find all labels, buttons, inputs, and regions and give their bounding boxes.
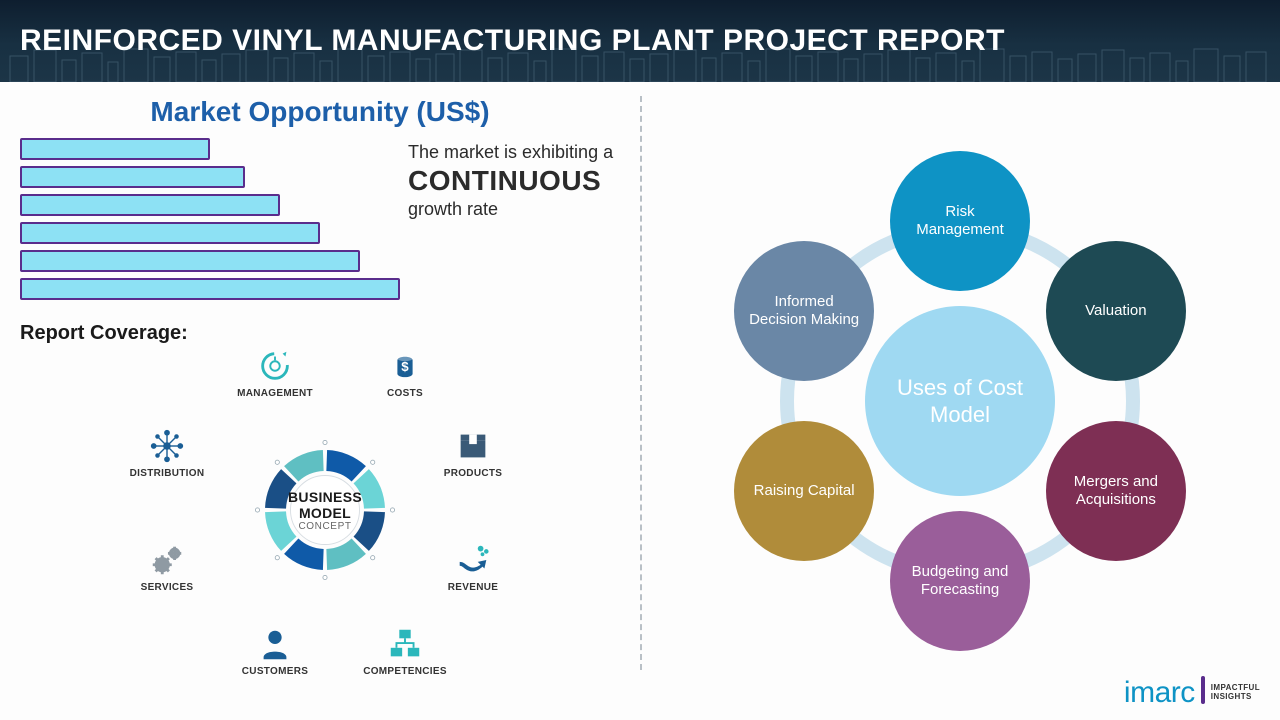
header: REINFORCED VINYL MANUFACTURING PLANT PRO…: [0, 0, 1280, 82]
logo-tag-2: INSIGHTS: [1211, 693, 1260, 702]
right-panel: Uses of Cost Model Risk ManagementValuat…: [640, 82, 1280, 720]
market-block: The market is exhibiting a CONTINUOUS gr…: [20, 138, 620, 306]
bm-node-costs: $ COSTS: [350, 347, 460, 399]
radial-node: Raising Capital: [734, 421, 874, 561]
customers-icon: [256, 625, 294, 663]
costs-icon: $: [386, 347, 424, 385]
products-icon: [454, 427, 492, 465]
market-bar: [20, 278, 400, 300]
svg-text:$: $: [401, 359, 409, 374]
bm-node-label: COMPETENCIES: [350, 666, 460, 677]
bm-node-products: PRODUCTS: [418, 427, 528, 479]
market-opportunity-title: Market Opportunity (US$): [20, 96, 620, 128]
radial-center-label: Uses of Cost Model: [875, 374, 1045, 429]
bm-node-customers: CUSTOMERS: [220, 625, 330, 677]
market-bar: [20, 250, 360, 272]
report-coverage-label: Report Coverage:: [20, 322, 620, 345]
bm-node-label: MANAGEMENT: [220, 388, 330, 399]
logo-divider: [1201, 676, 1205, 704]
management-icon: [256, 347, 294, 385]
business-model-center: BUSINESS MODEL CONCEPT: [250, 435, 400, 585]
bm-node-distribution: DISTRIBUTION: [112, 427, 222, 479]
distribution-icon: [148, 427, 186, 465]
bm-center-line-1: BUSINESS: [288, 489, 362, 505]
bm-node-competencies: COMPETENCIES: [350, 625, 460, 677]
services-icon: [148, 541, 186, 579]
growth-text: The market is exhibiting a CONTINUOUS gr…: [408, 138, 613, 220]
bm-node-label: REVENUE: [418, 582, 528, 593]
bm-node-management: MANAGEMENT: [220, 347, 330, 399]
bm-node-label: CUSTOMERS: [220, 666, 330, 677]
market-bar: [20, 138, 210, 160]
competencies-icon: [386, 625, 424, 663]
radial-node: Budgeting and Forecasting: [890, 511, 1030, 651]
revenue-icon: [454, 541, 492, 579]
growth-line-1: The market is exhibiting a: [408, 142, 613, 163]
bm-center-sub: CONCEPT: [298, 521, 351, 532]
market-bar: [20, 194, 280, 216]
bm-node-label: COSTS: [350, 388, 460, 399]
content-area: Market Opportunity (US$) The market is e…: [0, 82, 1280, 720]
market-bars-chart: [20, 138, 390, 306]
bm-center-line-2: MODEL: [299, 505, 351, 521]
business-model-diagram: BUSINESS MODEL CONCEPT MANAGEMENT $ COSTS P…: [20, 345, 620, 695]
cost-model-radial: Uses of Cost Model Risk ManagementValuat…: [680, 121, 1240, 681]
logo-brand-text: imarc: [1124, 676, 1195, 710]
brand-logo: imarc IMPACTFUL INSIGHTS: [1124, 676, 1260, 710]
radial-node: Mergers and Acquisitions: [1046, 421, 1186, 561]
radial-center: Uses of Cost Model: [865, 306, 1055, 496]
bm-node-revenue: REVENUE: [418, 541, 528, 593]
bm-node-label: PRODUCTS: [418, 468, 528, 479]
bm-node-services: SERVICES: [112, 541, 222, 593]
market-bar: [20, 166, 245, 188]
logo-tagline: IMPACTFUL INSIGHTS: [1211, 684, 1260, 702]
radial-node: Risk Management: [890, 151, 1030, 291]
market-bar: [20, 222, 320, 244]
growth-emphasis: CONTINUOUS: [408, 165, 613, 197]
skyline-decoration: [0, 48, 1280, 82]
left-panel: Market Opportunity (US$) The market is e…: [0, 82, 640, 720]
bm-node-label: SERVICES: [112, 582, 222, 593]
growth-line-3: growth rate: [408, 199, 613, 220]
bm-node-label: DISTRIBUTION: [112, 468, 222, 479]
radial-node: Informed Decision Making: [734, 241, 874, 381]
radial-node: Valuation: [1046, 241, 1186, 381]
